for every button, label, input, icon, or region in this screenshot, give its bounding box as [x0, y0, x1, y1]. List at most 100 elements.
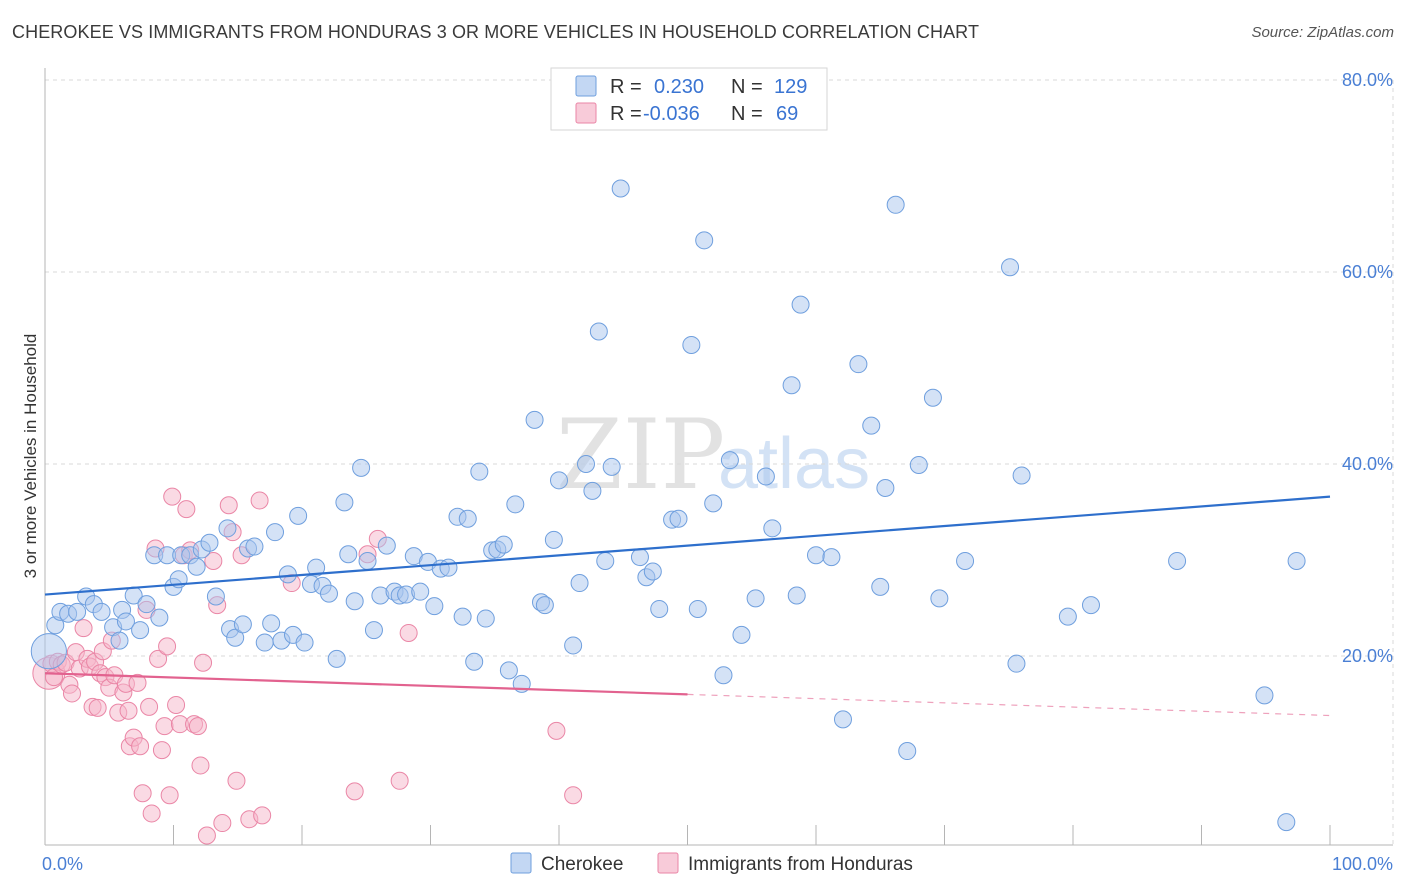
cherokee-point [602, 457, 621, 476]
honduras-point [119, 701, 138, 720]
cherokee-point [791, 295, 810, 314]
cherokee-point [339, 545, 358, 564]
cherokee-point [1081, 596, 1100, 615]
cherokee-point [200, 533, 219, 552]
watermark-zip: ZIP [556, 399, 725, 511]
cherokee-point [226, 628, 245, 647]
cherokee-point [425, 597, 444, 616]
cherokee-point [596, 551, 615, 570]
cherokee-point [470, 462, 489, 481]
cherokee-point [233, 615, 252, 634]
honduras-point [74, 619, 93, 638]
honduras-point [133, 784, 152, 803]
cherokee-point [787, 586, 806, 605]
y-tick-label: 80.0% [1342, 70, 1393, 90]
cherokee-point [30, 633, 67, 670]
cherokee-point [886, 195, 905, 214]
bottom-legend-honduras: Immigrants from Honduras [688, 854, 913, 875]
cherokee-point [1168, 551, 1187, 570]
y-tick-label: 60.0% [1342, 262, 1393, 282]
honduras-point [152, 741, 171, 760]
honduras-point [250, 491, 269, 510]
cherokee-point [1058, 607, 1077, 626]
correlation-legend: R = 0.230 N = 129 R = -0.036 N = 69 [550, 67, 828, 131]
cherokee-point [643, 562, 662, 581]
honduras-point [219, 496, 238, 515]
legend-n-value: 129 [774, 76, 807, 98]
cherokee-point [650, 599, 669, 618]
cherokee-point [704, 494, 723, 513]
bottom-legend-cherokee: Cherokee [541, 854, 623, 875]
cherokee-point [506, 495, 525, 514]
cherokee-point [68, 602, 87, 621]
cherokee-point [307, 558, 326, 577]
honduras-point [227, 771, 246, 790]
cherokee-point [295, 633, 314, 652]
cherokee-point [110, 631, 129, 650]
cherokee-point [364, 621, 383, 640]
cherokee-point [131, 621, 150, 640]
cherokee-point [255, 633, 274, 652]
x-tick-label: 100.0% [1332, 854, 1393, 874]
cherokee-point [898, 742, 917, 761]
legend-n-value: 69 [776, 103, 798, 125]
honduras-point [191, 756, 210, 775]
cherokee-point [345, 592, 364, 611]
cherokee-point [1287, 551, 1306, 570]
honduras-point [142, 804, 161, 823]
cherokee-point [411, 582, 430, 601]
cherokee-point [688, 599, 707, 618]
honduras-point [547, 721, 566, 740]
cherokee-point [695, 231, 714, 250]
cherokee-point [499, 661, 518, 680]
honduras-point [188, 717, 207, 736]
honduras-point [158, 637, 177, 656]
cherokee-point [494, 535, 513, 554]
y-tick-label: 20.0% [1342, 646, 1393, 666]
honduras-point [213, 814, 232, 833]
cherokee-point [377, 536, 396, 555]
cherokee-point [630, 548, 649, 567]
axes: 20.0% 40.0% 60.0% 80.0% 0.0% 100.0% [42, 68, 1393, 874]
honduras-point [88, 698, 107, 717]
y-tick-label: 40.0% [1342, 454, 1393, 474]
cherokee-point [458, 509, 477, 528]
x-tick-label: 0.0% [42, 854, 83, 874]
cherokee-point [335, 493, 354, 512]
y-axis-label: 3 or more Vehicles in Household [21, 334, 40, 579]
legend-r-value: -0.036 [643, 103, 700, 125]
cherokee-point [782, 376, 801, 395]
cherokee-point [550, 471, 568, 490]
cherokee-point [327, 649, 346, 668]
chart-title: CHEROKEE VS IMMIGRANTS FROM HONDURAS 3 O… [12, 22, 980, 42]
cherokee-point [525, 410, 544, 429]
cherokee-point [930, 589, 949, 608]
honduras-point [177, 500, 196, 519]
legend-n-label: N = [731, 103, 763, 125]
cherokee-point [535, 596, 554, 615]
honduras-point [204, 551, 223, 570]
cherokee-point [589, 322, 608, 341]
cherokee-point [92, 602, 111, 621]
cherokee-point [849, 355, 868, 374]
honduras-point [140, 697, 159, 716]
series-legend: Cherokee Immigrants from Honduras [510, 852, 913, 875]
legend-swatch-cherokee [575, 75, 597, 97]
cherokee-point [289, 506, 308, 525]
cherokee-point [576, 455, 595, 473]
cherokee-point [876, 479, 895, 497]
cherokee-point [756, 467, 775, 486]
honduras-point [197, 826, 216, 845]
cherokee-point [116, 612, 135, 631]
legend-swatch-honduras [575, 102, 597, 124]
legend-r-value: 0.230 [654, 76, 704, 98]
cherokee-point [682, 335, 701, 354]
cherokee-point [262, 614, 281, 633]
honduras-point [131, 737, 150, 756]
legend-r-label: R = [610, 103, 642, 125]
cherokee-point [746, 589, 765, 608]
honduras-point [345, 782, 364, 801]
cherokee-point [923, 388, 942, 407]
cherokee-point [564, 636, 583, 655]
